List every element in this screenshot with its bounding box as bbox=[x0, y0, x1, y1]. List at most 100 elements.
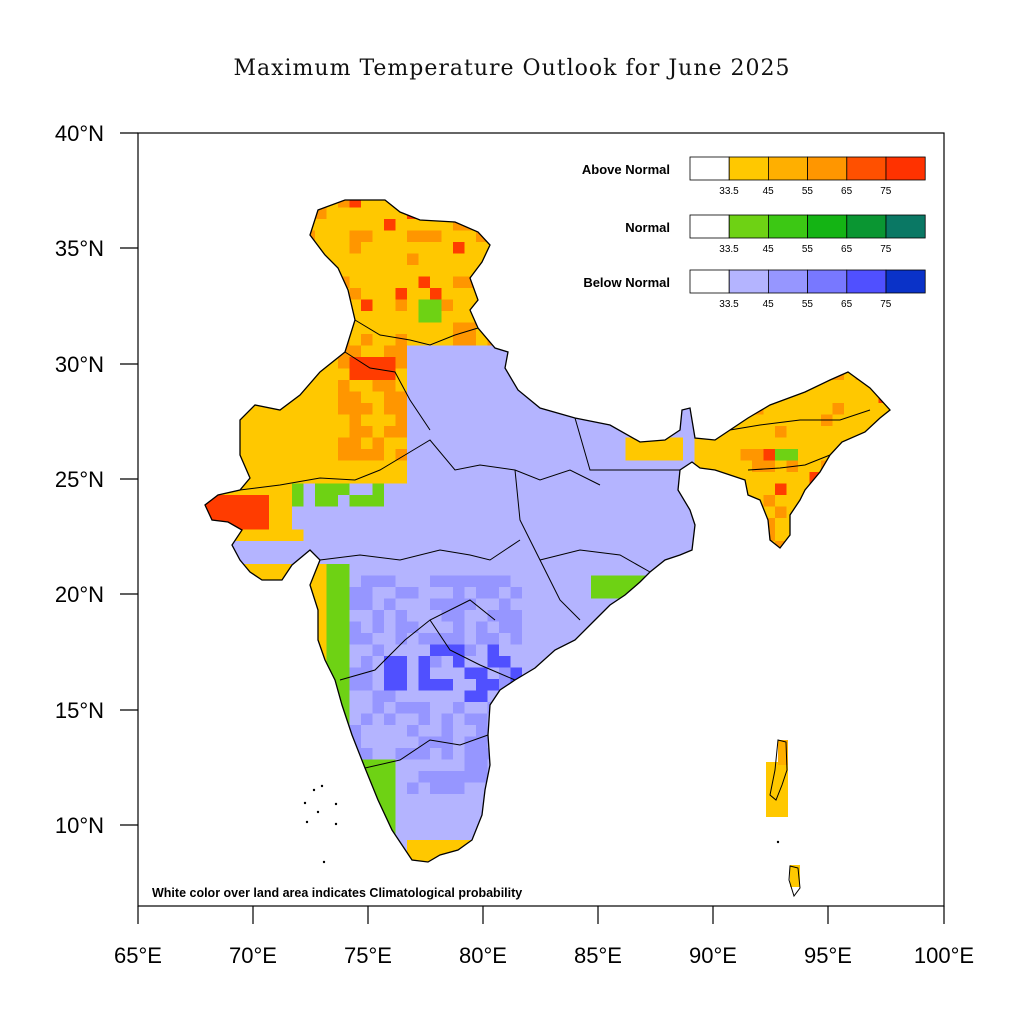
grid-cell bbox=[522, 242, 534, 254]
grid-cell bbox=[326, 322, 339, 335]
grid-cell bbox=[671, 200, 684, 208]
boundary-punjab bbox=[344, 351, 431, 431]
grid-cell bbox=[246, 276, 258, 289]
grid-cell bbox=[683, 690, 695, 703]
grid-cell bbox=[844, 564, 856, 576]
grid-cell bbox=[603, 875, 615, 887]
grid-cell bbox=[775, 656, 787, 668]
grid-cell bbox=[430, 679, 442, 691]
grid-cell bbox=[326, 426, 339, 438]
grid-cell bbox=[349, 437, 362, 450]
grid-cell bbox=[510, 851, 523, 862]
grid-cell bbox=[430, 449, 442, 461]
grid-cell bbox=[625, 242, 638, 254]
grid-cell bbox=[522, 771, 534, 783]
grid-cell bbox=[292, 713, 304, 726]
grid-cell bbox=[453, 759, 465, 772]
grid-cell bbox=[545, 713, 557, 726]
grid-cell bbox=[257, 460, 270, 473]
grid-cell bbox=[372, 472, 385, 484]
grid-cell bbox=[384, 748, 396, 760]
grid-cell bbox=[292, 403, 304, 415]
grid-cell bbox=[361, 702, 373, 714]
grid-cell bbox=[580, 863, 592, 875]
grid-cell bbox=[407, 368, 419, 381]
grid-cell bbox=[614, 414, 626, 427]
grid-cell bbox=[660, 621, 672, 634]
grid-cell bbox=[786, 472, 799, 484]
grid-cell bbox=[809, 610, 822, 622]
grid-cell bbox=[809, 748, 822, 760]
grid-cell bbox=[556, 759, 569, 772]
grid-cell bbox=[441, 483, 454, 496]
grid-cell bbox=[407, 380, 419, 392]
grid-cell bbox=[441, 828, 454, 841]
grid-cell bbox=[326, 437, 339, 450]
grid-cell bbox=[430, 759, 442, 772]
grid-cell bbox=[361, 200, 373, 208]
grid-cell bbox=[545, 702, 557, 714]
grid-cell bbox=[211, 759, 224, 772]
grid-cell bbox=[407, 598, 419, 611]
grid-cell bbox=[706, 817, 718, 829]
grid-cell bbox=[890, 748, 902, 760]
grid-cell bbox=[717, 702, 730, 714]
grid-cell bbox=[821, 759, 833, 772]
grid-cell bbox=[844, 403, 856, 415]
grid-cell bbox=[855, 598, 868, 611]
grid-cell bbox=[694, 299, 707, 312]
grid-cell bbox=[223, 656, 235, 668]
grid-cell bbox=[855, 345, 868, 358]
grid-cell bbox=[625, 391, 638, 404]
grid-cell bbox=[418, 851, 431, 862]
grid-cell bbox=[361, 529, 373, 542]
grid-cell bbox=[832, 702, 845, 714]
grid-cell bbox=[867, 518, 879, 530]
grid-cell bbox=[821, 702, 833, 714]
grid-cell bbox=[786, 621, 799, 634]
grid-cell bbox=[522, 299, 534, 312]
grid-cell bbox=[349, 667, 362, 680]
grid-cell bbox=[510, 782, 523, 795]
grid-cell bbox=[430, 345, 442, 358]
grid-cell bbox=[694, 541, 707, 553]
grid-cell bbox=[878, 357, 890, 369]
grid-cell bbox=[786, 200, 799, 208]
grid-cell bbox=[648, 725, 661, 737]
grid-cell bbox=[602, 644, 615, 657]
grid-cell bbox=[614, 621, 626, 634]
grid-cell bbox=[602, 656, 615, 668]
grid-cell bbox=[234, 794, 247, 806]
grid-cell bbox=[637, 345, 649, 358]
grid-cell bbox=[660, 345, 672, 358]
grid-cell bbox=[315, 840, 327, 852]
grid-cell bbox=[867, 667, 879, 680]
grid-cell bbox=[476, 299, 488, 312]
grid-cell bbox=[246, 426, 258, 438]
grid-cell bbox=[821, 472, 833, 484]
grid-cell bbox=[223, 242, 235, 254]
grid-cell bbox=[637, 253, 649, 266]
grid-cell bbox=[683, 633, 695, 645]
grid-cell bbox=[591, 506, 603, 519]
grid-cell bbox=[349, 552, 362, 565]
grid-cell bbox=[648, 253, 661, 266]
grid-cell bbox=[740, 403, 753, 415]
grid-cell bbox=[338, 875, 350, 887]
grid-cell bbox=[303, 656, 316, 668]
grid-cell bbox=[614, 690, 626, 703]
grid-cell bbox=[878, 552, 890, 565]
grid-cell bbox=[349, 495, 362, 507]
grid-cell bbox=[430, 644, 442, 657]
grid-cell bbox=[821, 725, 833, 737]
grid-cell bbox=[303, 621, 316, 634]
grid-cell bbox=[890, 242, 902, 254]
grid-cell bbox=[763, 587, 776, 599]
grid-cell bbox=[269, 426, 281, 438]
grid-cell bbox=[257, 633, 270, 645]
grid-cell bbox=[671, 311, 684, 323]
grid-cell bbox=[441, 598, 454, 611]
grid-cell bbox=[821, 598, 833, 611]
grid-cell bbox=[522, 426, 534, 438]
grid-cell bbox=[453, 483, 465, 496]
